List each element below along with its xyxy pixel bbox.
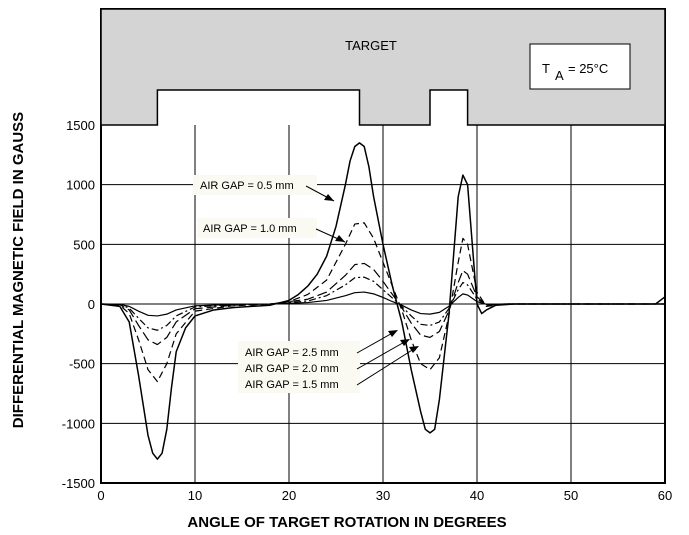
y-tick-label: -500 [69, 357, 95, 372]
temperature-box: T A = 25°C [529, 43, 631, 90]
annotation-gap-2-0: AIR GAP = 2.0 mm [245, 363, 339, 375]
annotation-gap-1-5: AIR GAP = 1.5 mm [245, 379, 339, 391]
annotations: AIR GAP = 0.5 mm AIR GAP = 1.0 mm AIR GA… [193, 175, 419, 393]
x-tick-label: 10 [188, 488, 202, 503]
x-tick-label: 40 [470, 488, 484, 503]
temperature-subscript: A [555, 68, 564, 83]
series-line-0 [101, 142, 665, 460]
annotation-gap-1-0: AIR GAP = 1.0 mm [203, 223, 297, 235]
y-tick-label: 500 [73, 237, 95, 252]
y-tick-label: -1500 [62, 476, 95, 491]
y-tick-label: 1000 [66, 178, 95, 193]
y-axis-title: DIFFERENTIAL MAGNETIC FIELD IN GAUSS [10, 112, 27, 428]
series-line-3 [101, 276, 665, 331]
y-tick-label: 0 [88, 297, 95, 312]
x-tick-label: 30 [376, 488, 390, 503]
target-label: TARGET [345, 38, 397, 53]
temperature-value: = 25°C [568, 61, 608, 76]
y-tick-label: -1000 [62, 416, 95, 431]
x-tick-label: 50 [564, 488, 578, 503]
axis-ticks: 0 10 20 30 40 50 60 -1500 -1000 -500 0 500 1000 1500 [62, 118, 672, 503]
series-line-4 [101, 291, 665, 317]
series-line-2 [101, 262, 665, 346]
y-tick-label: 1500 [66, 118, 95, 133]
annotation-gap-2-5: AIR GAP = 2.5 mm [245, 347, 339, 359]
temperature-symbol: T [542, 61, 550, 76]
x-tick-label: 60 [658, 488, 672, 503]
annotation-gap-0-5: AIR GAP = 0.5 mm [200, 180, 294, 192]
x-axis-title: ANGLE OF TARGET ROTATION IN DEGREES [187, 514, 506, 531]
series-group [101, 142, 665, 460]
target-profile [100, 8, 666, 126]
x-tick-label: 0 [97, 488, 104, 503]
series-line-1 [101, 222, 665, 383]
x-tick-label: 20 [282, 488, 296, 503]
